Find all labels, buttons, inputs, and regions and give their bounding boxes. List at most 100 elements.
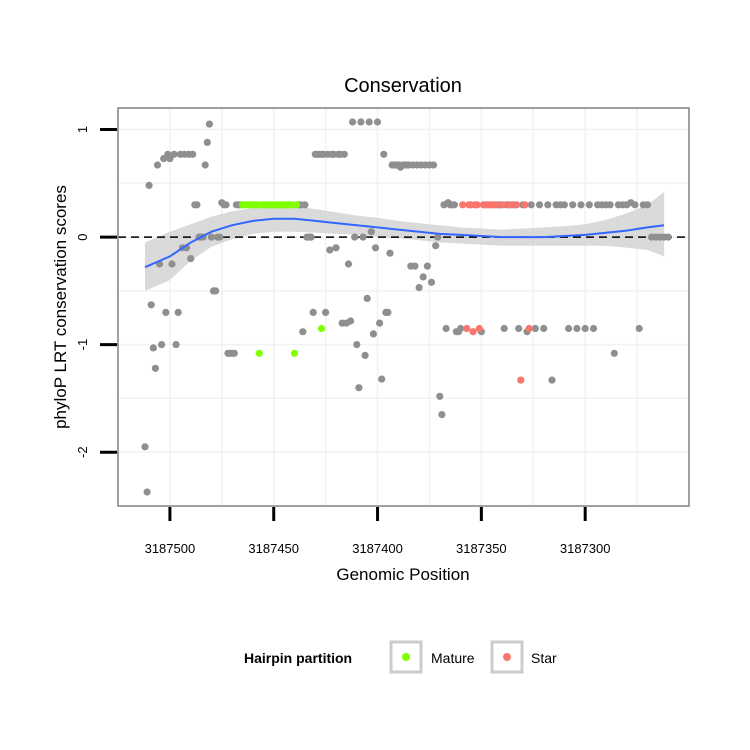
y-tick-label: -1 [75, 339, 90, 351]
series-mature [239, 201, 326, 357]
data-point-other [606, 201, 614, 209]
data-point-other [365, 118, 373, 126]
data-point-other [149, 344, 157, 352]
data-point-other [193, 201, 201, 209]
data-point-other [326, 246, 334, 254]
y-axis-ticks: 1 0 -1 -2 [75, 126, 117, 458]
data-point-other [560, 201, 569, 209]
data-point-other [500, 324, 508, 333]
data-point-other [457, 324, 465, 333]
data-point-other [411, 262, 419, 270]
data-point-star [498, 201, 506, 209]
data-point-other [322, 308, 330, 316]
data-point-other [515, 324, 523, 333]
data-point-star [517, 376, 525, 384]
data-point-other [332, 244, 340, 252]
data-point-other [145, 181, 153, 189]
data-point-other [187, 255, 195, 263]
data-point-other [442, 324, 450, 333]
data-point-other [577, 201, 585, 209]
legend: Hairpin partition Mature Star [244, 640, 557, 674]
data-point-other [371, 244, 380, 252]
data-point-other [544, 201, 552, 209]
data-point-other [143, 488, 151, 496]
data-point-other [380, 150, 388, 158]
data-point-other [359, 233, 367, 241]
data-point-other [548, 376, 556, 384]
data-point-other [153, 161, 162, 169]
data-point-mature [290, 349, 299, 357]
data-point-star [473, 201, 481, 209]
data-point-other [376, 319, 384, 327]
data-point-star [513, 201, 521, 209]
series-star [459, 201, 533, 384]
data-point-other [207, 233, 215, 241]
data-point-other [589, 324, 598, 333]
data-point-star [469, 328, 477, 336]
series-other [141, 118, 672, 496]
data-point-other [299, 328, 307, 336]
data-point-other [357, 118, 365, 126]
data-point-other [531, 324, 539, 333]
data-point-other [415, 284, 423, 292]
data-point-other [367, 228, 375, 236]
data-point-other [230, 349, 238, 357]
data-point-other [170, 150, 178, 158]
x-tick-label: 3187350 [456, 541, 507, 556]
data-point-other [141, 443, 149, 451]
chart-title: Conservation [344, 75, 462, 97]
data-point-other [222, 201, 230, 209]
data-point-other [151, 364, 159, 372]
data-point-other [438, 411, 446, 419]
confidence-ribbon [145, 191, 665, 291]
data-point-star [525, 324, 533, 333]
data-point-other [162, 308, 170, 316]
data-point-other [363, 294, 371, 302]
data-point-other [378, 375, 386, 383]
data-point-other [351, 233, 359, 241]
data-point-other [168, 260, 176, 268]
data-point-other [432, 242, 440, 250]
data-point-other [423, 262, 431, 270]
data-point-other [373, 118, 382, 126]
data-point-other [386, 249, 394, 257]
data-point-other [635, 324, 643, 333]
data-point-other [201, 161, 209, 169]
x-axis-ticks: 3187500 3187450 3187400 3187350 3187300 [145, 507, 610, 556]
legend-label-mature: Mature [431, 650, 475, 666]
data-point-other [535, 201, 544, 209]
data-point-mature [255, 349, 263, 357]
ribbon-area [145, 191, 665, 291]
y-tick-label: 0 [75, 233, 90, 240]
data-point-other [307, 233, 315, 241]
data-point-other [205, 120, 213, 128]
data-point-other [347, 317, 355, 325]
data-point-other [355, 384, 363, 392]
y-tick-label: -2 [75, 446, 90, 458]
data-point-mature [293, 201, 301, 209]
data-point-other [147, 301, 155, 309]
data-point-other [301, 201, 309, 209]
data-point-other [203, 138, 211, 146]
data-point-other [384, 308, 392, 316]
data-point-other [427, 278, 436, 286]
data-point-other [353, 341, 361, 349]
data-point-star [459, 201, 467, 209]
y-tick-label: 1 [75, 126, 90, 133]
y-axis-label: phyloP LRT conservation scores [51, 185, 70, 429]
data-point-other [631, 201, 639, 209]
data-point-other [340, 150, 348, 158]
data-point-other [610, 349, 618, 357]
legend-title: Hairpin partition [244, 650, 352, 666]
x-tick-label: 3187400 [352, 541, 403, 556]
x-tick-label: 3187450 [248, 541, 299, 556]
x-tick-label: 3187500 [145, 541, 196, 556]
data-point-other [527, 201, 535, 209]
plot-panel-background [118, 108, 689, 506]
data-point-other [369, 330, 377, 338]
data-point-other [174, 308, 182, 316]
data-point-other [212, 287, 220, 295]
plot-panel-border [117, 107, 690, 507]
data-point-other [430, 161, 438, 169]
